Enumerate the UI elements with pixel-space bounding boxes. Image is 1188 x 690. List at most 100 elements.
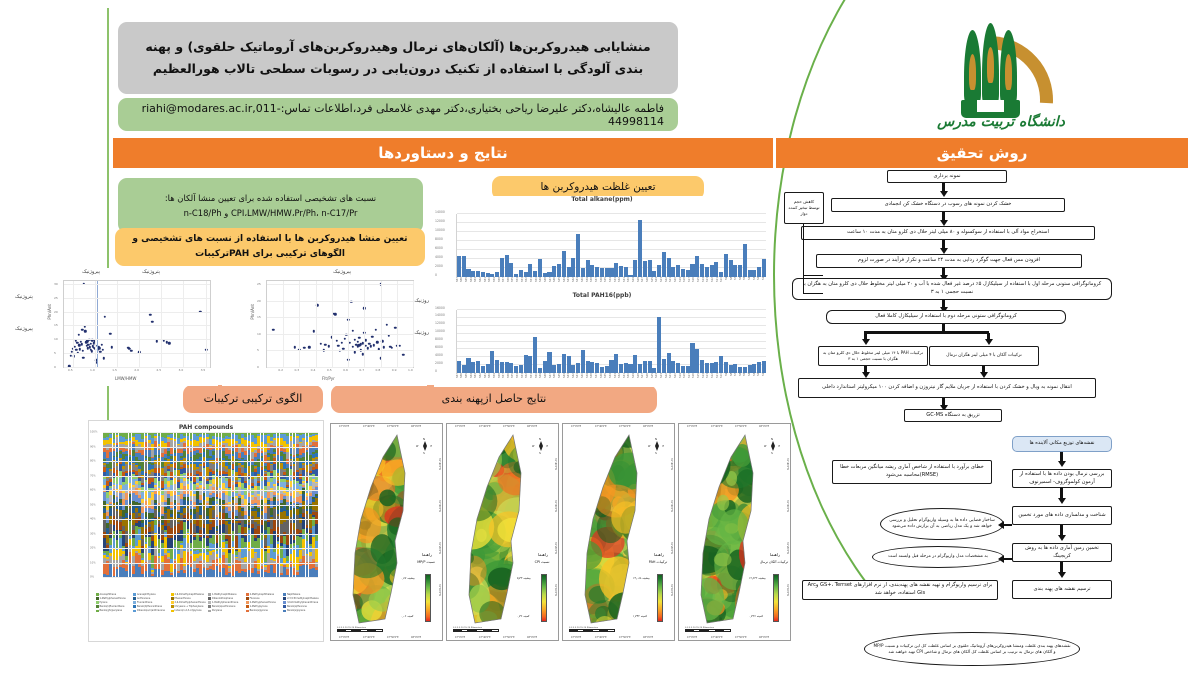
stacked-segment xyxy=(167,556,170,559)
scalebar-segment xyxy=(591,629,600,632)
stacked-segment xyxy=(247,432,251,435)
stacked-segment xyxy=(131,537,135,546)
stacked-segment xyxy=(244,569,248,573)
stacked-segment xyxy=(286,575,290,577)
scatter-point xyxy=(351,329,355,332)
stacked-segment xyxy=(238,459,241,462)
flow-arrow xyxy=(979,366,988,378)
y-tick-label: 90% xyxy=(90,445,96,448)
stacked-segment xyxy=(267,471,270,478)
stacked-segment xyxy=(295,460,299,471)
stacked-segment xyxy=(138,552,141,556)
stacked-segment xyxy=(164,475,167,479)
stacked-segment xyxy=(218,444,222,448)
stacked-segment xyxy=(315,463,318,470)
stacked-segment xyxy=(138,540,141,553)
stacked-segment xyxy=(276,435,280,438)
stacked-segment xyxy=(260,525,264,534)
stacked-segment xyxy=(279,437,283,445)
stacked-segment xyxy=(225,519,228,521)
stacked-segment xyxy=(109,535,112,538)
stacked-segment xyxy=(302,482,306,485)
stacked-segment xyxy=(263,546,267,549)
stacked-segment xyxy=(299,523,302,531)
stacked-segment xyxy=(218,517,222,520)
stacked-segment xyxy=(131,442,135,445)
stacked-segment xyxy=(263,566,267,571)
stacked-segment xyxy=(250,509,254,512)
stacked-segment xyxy=(225,446,228,455)
stacked-segment xyxy=(196,532,199,550)
stacked-segment xyxy=(247,485,251,490)
stacked-segment xyxy=(144,517,148,526)
x-tick-label: S48 xyxy=(543,373,547,378)
stacked-segment xyxy=(209,523,212,530)
scatter-point xyxy=(91,339,94,342)
x-tick-label: S55 xyxy=(511,277,515,282)
x-tick-label: S46 xyxy=(553,277,557,282)
scalebar-segment xyxy=(576,629,585,632)
stacked-segment xyxy=(244,572,248,577)
stacked-segment xyxy=(221,458,225,460)
stacked-segment xyxy=(241,458,244,466)
stacked-segment xyxy=(125,476,129,485)
stacked-segment xyxy=(170,489,174,496)
stacked-segment xyxy=(267,546,270,554)
stacked-segment xyxy=(147,457,151,465)
stacked-segment xyxy=(212,569,215,577)
stacked-segment xyxy=(263,537,267,547)
stacked-segment xyxy=(125,518,129,531)
map-wetland-shape xyxy=(577,433,647,631)
stacked-segment xyxy=(189,555,193,567)
stacked-segment xyxy=(209,484,212,487)
stacked-segment xyxy=(315,540,318,549)
stacked-segment xyxy=(109,446,112,453)
y-tick-label: 15 xyxy=(54,323,58,328)
stacked-segment xyxy=(128,492,132,495)
stacked-segment xyxy=(183,522,187,538)
stacked-segment xyxy=(231,500,235,503)
stacked-segment xyxy=(109,444,112,447)
stacked-segment xyxy=(267,534,270,547)
stacked-segment xyxy=(241,548,244,559)
map-x-tick-label: 48°0'0"E xyxy=(527,636,538,639)
stacked-segment xyxy=(141,482,145,485)
stacked-segment xyxy=(118,443,122,448)
stacked-segment xyxy=(106,450,109,459)
stacked-segment xyxy=(302,494,306,501)
stacked-segment xyxy=(141,512,145,521)
stacked-segment xyxy=(202,548,206,553)
y-tick-label: 20 xyxy=(257,298,261,303)
stacked-segment xyxy=(186,464,190,468)
stacked-segment xyxy=(218,449,222,458)
stacked-segment xyxy=(308,432,312,435)
stacked-segment xyxy=(147,497,151,506)
stacked-segment xyxy=(215,565,219,577)
stacked-segment xyxy=(308,568,312,577)
stacked-segment xyxy=(299,432,302,435)
stacked-segment xyxy=(312,466,315,470)
stacked-segment xyxy=(315,469,318,476)
stacked-segment xyxy=(106,556,109,560)
stacked-segment xyxy=(164,466,167,474)
legend-item: 1-Methylphenanthrene xyxy=(95,597,134,600)
stacked-segment xyxy=(225,442,228,447)
stacked-segment xyxy=(199,447,203,453)
stacked-segment xyxy=(151,492,154,500)
stacked-segment xyxy=(196,486,199,489)
stacked-segment xyxy=(218,491,222,493)
stacked-segment xyxy=(173,559,177,562)
stacked-segment xyxy=(283,474,286,480)
map-wetland-shape xyxy=(461,433,531,631)
stacked-segment xyxy=(267,455,270,457)
stacked-segment xyxy=(305,555,309,563)
stacked-segment xyxy=(267,503,270,508)
stacked-segment xyxy=(173,509,177,520)
stacked-segment xyxy=(286,534,290,545)
bar-series xyxy=(456,310,766,373)
stacked-segment xyxy=(212,518,215,527)
stacked-segment xyxy=(234,493,238,497)
bar xyxy=(590,361,595,373)
stacked-segment xyxy=(192,440,196,446)
legend-swatch xyxy=(283,593,287,596)
